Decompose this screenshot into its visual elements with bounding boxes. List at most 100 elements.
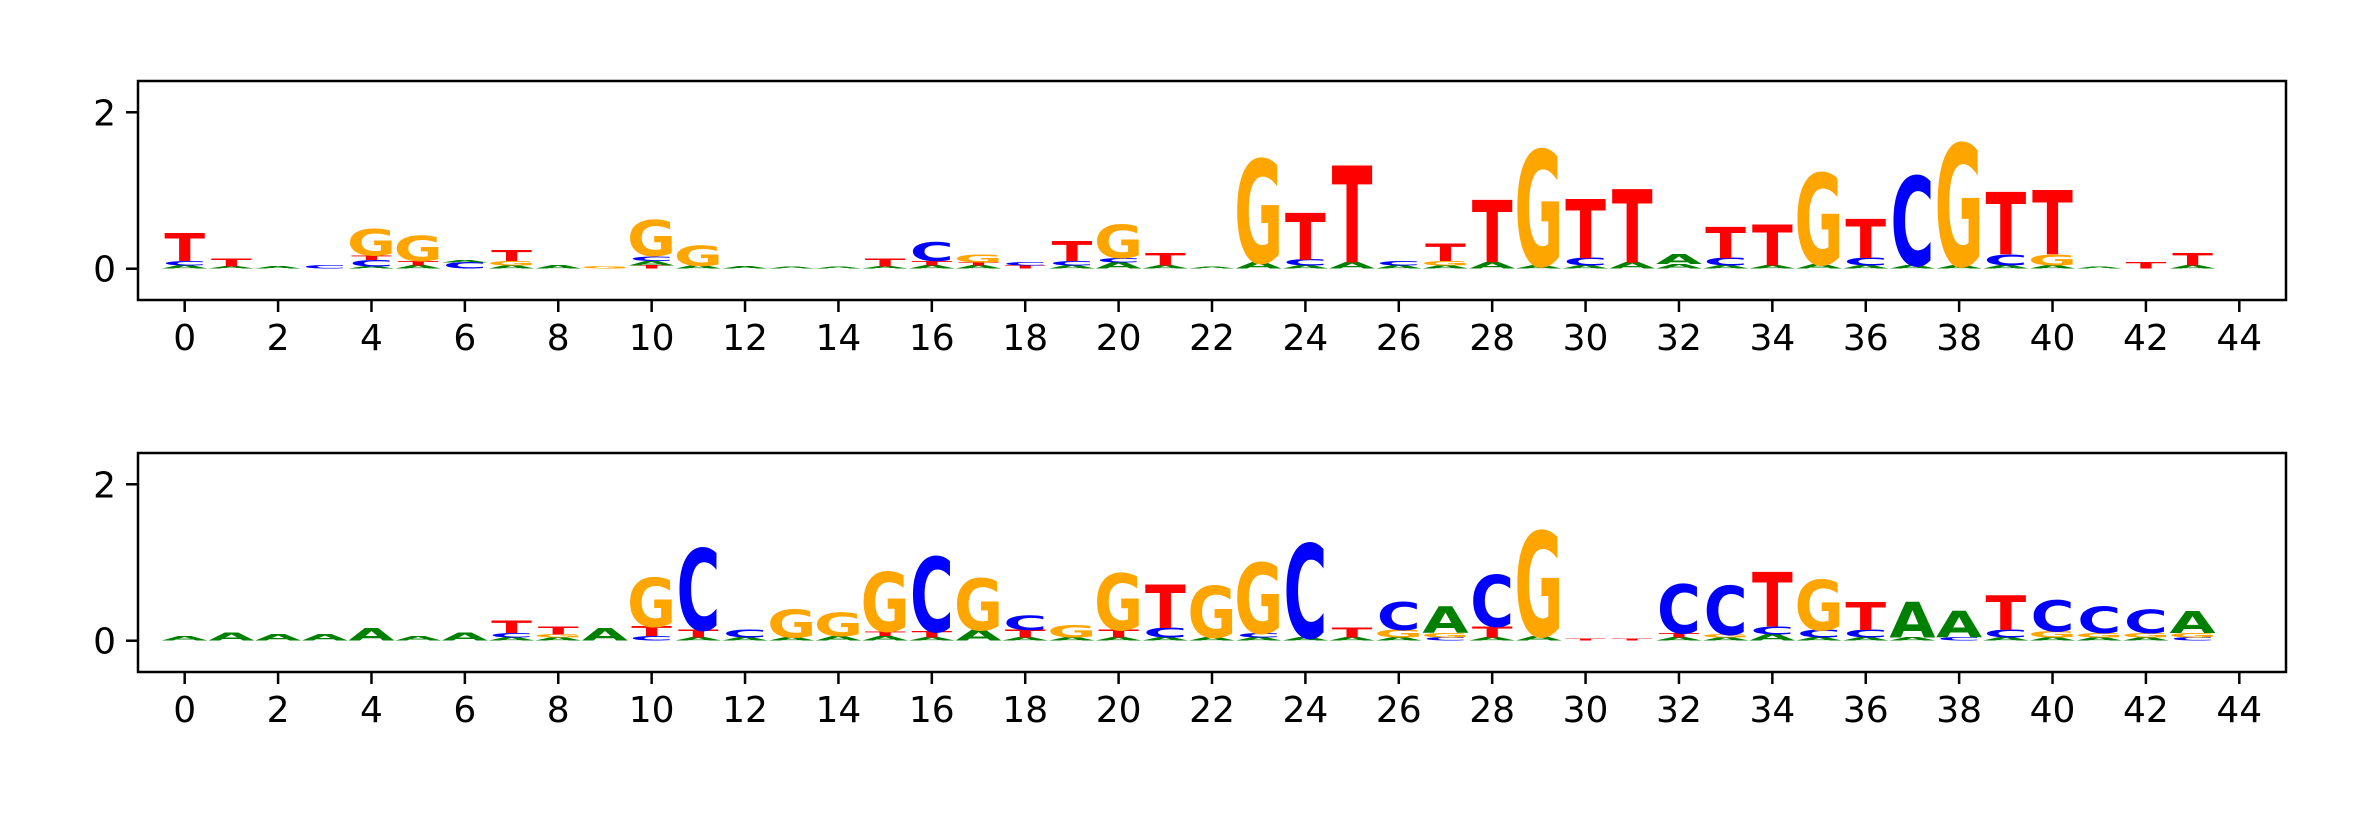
logo-letter-A: A bbox=[1796, 263, 1842, 270]
logo-letter-C: C bbox=[1237, 632, 1281, 639]
logo-letter-A: A bbox=[1049, 637, 1096, 642]
logo-letter-C: C bbox=[1097, 257, 1141, 264]
logo-letter-C: C bbox=[1470, 562, 1514, 644]
logo-letter-A: A bbox=[2170, 265, 2217, 270]
logo-letter-G: G bbox=[1094, 217, 1143, 269]
x-tick-label: 2 bbox=[267, 318, 290, 359]
logo-letter-C: C bbox=[2124, 604, 2168, 641]
logo-letter-T: T bbox=[911, 260, 952, 267]
x-tick-label: 2 bbox=[267, 690, 290, 731]
logo-letter-T: T bbox=[678, 628, 719, 641]
logo-letter-A: A bbox=[488, 265, 535, 270]
x-tick-label: 30 bbox=[1563, 690, 1609, 731]
logo-letter-A: A bbox=[1796, 637, 1843, 642]
logo-letter-A: A bbox=[1843, 637, 1890, 642]
logo-letter-G: G bbox=[1795, 149, 1844, 294]
x-tick-label: 34 bbox=[1749, 318, 1795, 359]
logo-letter-C: C bbox=[1657, 571, 1701, 649]
logo-letter-G: G bbox=[2121, 632, 2170, 639]
logo-letter-C: C bbox=[1377, 594, 1421, 639]
logo-letter-T: T bbox=[1098, 628, 1139, 641]
logo-letter-A: A bbox=[1843, 265, 1890, 270]
x-tick-label: 36 bbox=[1843, 690, 1889, 731]
logo-letter-G: G bbox=[1047, 622, 1096, 642]
logo-letter-A: A bbox=[2076, 267, 2123, 269]
logo-letter-G: G bbox=[627, 565, 676, 643]
x-tick-label: 34 bbox=[1749, 690, 1795, 731]
x-tick-label: 12 bbox=[722, 318, 768, 359]
logo-letter-G: G bbox=[394, 230, 443, 269]
logo-letter-G: G bbox=[674, 240, 723, 272]
logo-letter-A: A bbox=[488, 637, 535, 642]
logo-letter-A: A bbox=[535, 265, 582, 270]
logo-letter-T: T bbox=[1005, 265, 1046, 270]
logo-letter-G: G bbox=[1188, 573, 1237, 655]
x-tick-label: 32 bbox=[1656, 690, 1702, 731]
logo-letter-A: A bbox=[442, 259, 489, 263]
x-tick-label: 42 bbox=[2123, 690, 2169, 731]
logo-letter-T: T bbox=[491, 617, 532, 637]
x-tick-label: 44 bbox=[2216, 690, 2262, 731]
x-tick-label: 22 bbox=[1189, 690, 1235, 731]
logo-letter-C: C bbox=[443, 261, 487, 271]
logo-letter-G: G bbox=[2028, 630, 2077, 640]
x-tick-label: 32 bbox=[1656, 318, 1702, 359]
logo-letter-T: T bbox=[958, 262, 999, 267]
x-tick-label: 0 bbox=[173, 318, 196, 359]
logo-letter-T: T bbox=[865, 257, 906, 270]
logo-letter-C: C bbox=[1704, 572, 1748, 650]
x-tick-label: 40 bbox=[2030, 318, 2076, 359]
logo-letter-A: A bbox=[1983, 637, 2030, 642]
logo-letter-G: G bbox=[2075, 632, 2124, 639]
logo-letter-C: C bbox=[910, 536, 954, 656]
logo-letter-C: C bbox=[303, 265, 347, 270]
logo-letter-A: A bbox=[1983, 265, 2030, 270]
logo-letter-G: G bbox=[627, 210, 676, 268]
logo-letter-C: C bbox=[1704, 256, 1748, 269]
x-tick-label: 10 bbox=[629, 318, 675, 359]
logo-letter-G: G bbox=[1234, 131, 1283, 297]
x-tick-label: 40 bbox=[2030, 690, 2076, 731]
logo-letter-A: A bbox=[1469, 261, 1515, 271]
logo-letter-T: T bbox=[1285, 199, 1326, 275]
x-tick-label: 16 bbox=[909, 318, 955, 359]
logo-letter-T: T bbox=[1565, 182, 1606, 277]
logo-letter-A: A bbox=[1656, 637, 1703, 642]
logo-letter-A: A bbox=[1189, 637, 1236, 642]
logo-letter-G: G bbox=[1514, 120, 1563, 304]
logo-letter-A: A bbox=[1282, 265, 1329, 270]
logo-letter-A: A bbox=[1422, 599, 1469, 642]
logo-letter-T: T bbox=[2172, 250, 2213, 270]
logo-letter-T: T bbox=[911, 630, 952, 640]
logo-letter-A: A bbox=[2029, 265, 2076, 270]
logo-letter-T: T bbox=[1052, 235, 1093, 267]
logo-letter-T: T bbox=[1472, 183, 1513, 283]
logo-letter-A: A bbox=[348, 266, 395, 270]
logo-letter-A: A bbox=[1329, 637, 1376, 642]
logo-letter-C: C bbox=[350, 259, 394, 269]
x-tick-label: 10 bbox=[629, 690, 675, 731]
logo-letter-C: C bbox=[676, 528, 720, 658]
logo-letter-T: T bbox=[1752, 557, 1793, 644]
logo-letter-A: A bbox=[395, 635, 441, 642]
x-tick-label: 16 bbox=[909, 690, 955, 731]
logo-letter-C: C bbox=[1283, 518, 1327, 668]
logo-letter-A: A bbox=[1422, 265, 1469, 270]
x-tick-label: 28 bbox=[1469, 690, 1515, 731]
logo-letter-T: T bbox=[1985, 176, 2026, 276]
logo-letter-T: T bbox=[1985, 586, 2026, 641]
logo-letter-A: A bbox=[1889, 637, 1936, 642]
logo-letter-A: A bbox=[1236, 637, 1283, 642]
logo-letter-C: C bbox=[2031, 593, 2075, 643]
logo-letter-A: A bbox=[862, 266, 909, 270]
x-tick-label: 22 bbox=[1189, 318, 1235, 359]
logo-letter-A: A bbox=[955, 265, 1002, 270]
x-tick-label: 8 bbox=[547, 690, 570, 731]
logo-letter-G: G bbox=[767, 601, 816, 646]
logo-letter-T: T bbox=[211, 257, 252, 270]
x-tick-label: 24 bbox=[1282, 318, 1328, 359]
x-tick-label: 12 bbox=[722, 690, 768, 731]
logo-letter-C: C bbox=[1377, 260, 1421, 267]
logo-letter-A: A bbox=[162, 635, 208, 642]
